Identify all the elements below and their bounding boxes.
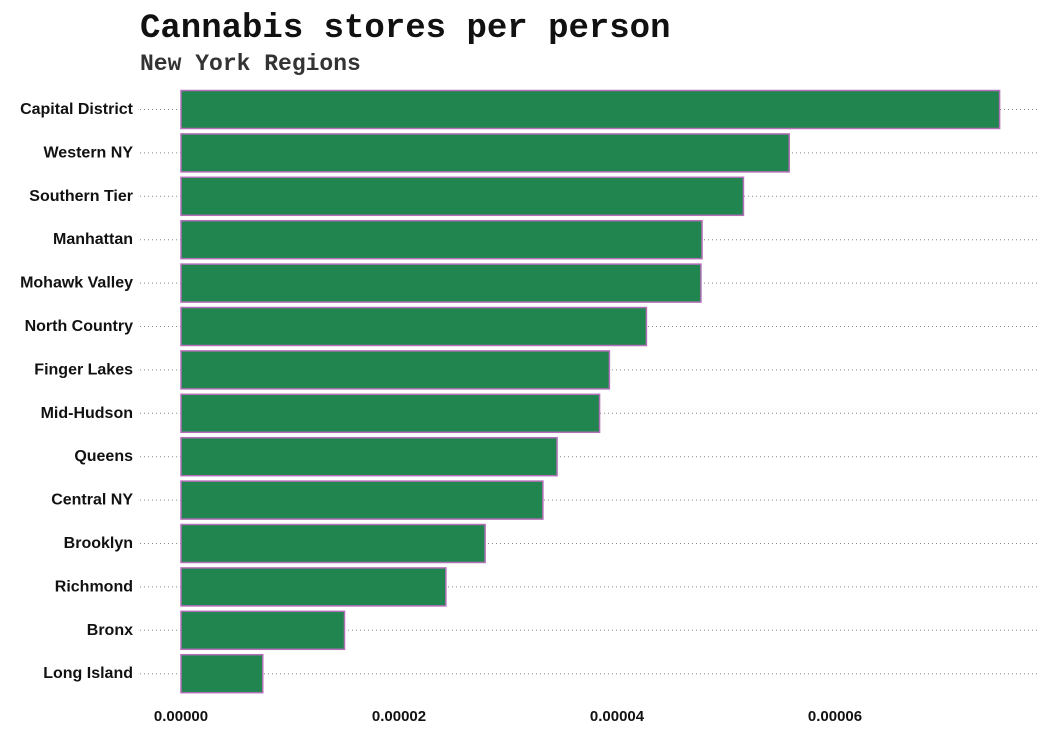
bar-central-ny <box>180 480 544 520</box>
category-label-southern-tier: Southern Tier <box>29 188 133 205</box>
bar-southern-tier <box>180 176 745 217</box>
category-labels: Capital District Western NY Southern Tier M… <box>20 101 134 682</box>
x-tick-label: 0.00000 <box>154 708 208 725</box>
category-label-north-country: North Country <box>25 318 134 335</box>
category-label-western-ny: Western NY <box>43 144 133 161</box>
bar-manhattan <box>180 219 703 260</box>
x-tick-label: 0.00006 <box>808 708 862 725</box>
category-label-richmond: Richmond <box>55 578 133 595</box>
bars <box>180 89 1001 694</box>
bar-brooklyn <box>180 523 486 564</box>
category-label-queens: Queens <box>74 448 133 465</box>
x-tick-label: 0.00002 <box>372 708 426 725</box>
category-label-central-ny: Central NY <box>51 492 133 509</box>
category-label-finger-lakes: Finger Lakes <box>34 361 133 378</box>
bar-north-country <box>180 306 648 347</box>
x-tick-label: 0.00004 <box>590 708 645 725</box>
bar-mohawk-valley <box>180 263 702 303</box>
category-label-capital-district: Capital District <box>20 101 134 118</box>
category-label-mohawk-valley: Mohawk Valley <box>20 275 133 292</box>
chart-title: Cannabis stores per person <box>140 10 671 48</box>
bar-queens <box>180 436 558 477</box>
bar-western-ny <box>180 133 790 173</box>
bar-long-island <box>180 653 264 694</box>
category-label-long-island: Long Island <box>43 665 133 682</box>
category-label-bronx: Bronx <box>87 622 133 639</box>
x-axis-tick-labels: 0.00000 0.00002 0.00004 0.00006 <box>154 708 862 725</box>
category-label-brooklyn: Brooklyn <box>64 535 133 552</box>
bar-mid-hudson <box>180 393 601 434</box>
bar-bronx <box>180 610 346 651</box>
bar-finger-lakes <box>180 350 611 390</box>
category-label-manhattan: Manhattan <box>53 231 133 248</box>
chart-subtitle: New York Regions <box>140 51 361 77</box>
bar-capital-district <box>180 89 1001 130</box>
bar-richmond <box>180 567 447 607</box>
category-label-mid-hudson: Mid-Hudson <box>41 405 133 422</box>
